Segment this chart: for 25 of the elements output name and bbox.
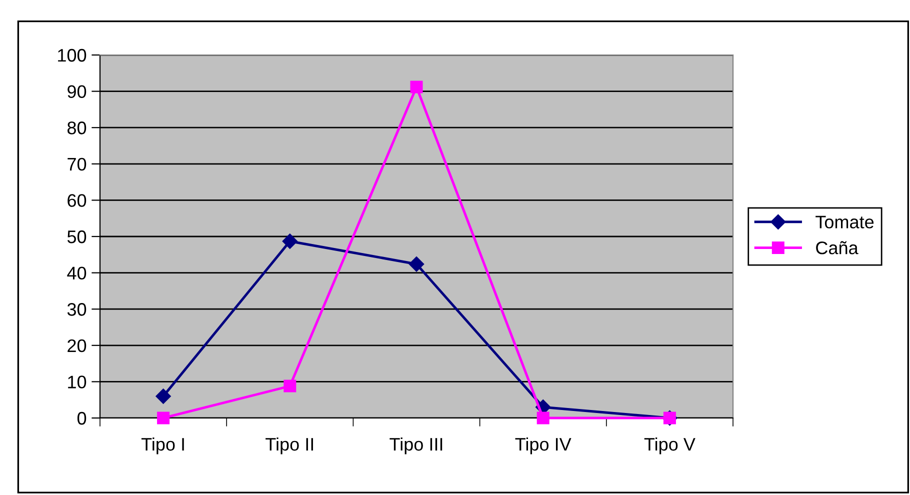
point [157,412,170,424]
x-tick-label: Tipo I [141,437,184,454]
x-tick-label: Tipo II [266,437,313,454]
y-tick-label: 0 [77,412,86,425]
point [408,256,424,272]
x-tick-label: Tipo V [644,437,696,454]
y-tick-label: 80 [68,122,86,134]
y-tick-label: 30 [67,303,86,316]
y-tick-label: 10 [68,376,86,388]
y-tick-label: 100 [58,48,86,62]
y-tick-label: 40 [67,266,86,280]
x-tick-label: Tipo IV [515,437,572,454]
point [284,380,296,392]
y-tick-label: 60 [68,194,86,207]
y-tick-label: 90 [68,85,86,98]
y-tick-label: 70 [68,158,86,171]
point [410,80,423,94]
point [156,388,171,404]
y-tick-label: 20 [68,339,86,352]
y-tick-label: 50 [67,230,86,244]
legend-label: Caña [816,241,858,254]
point [536,412,550,424]
x-tick-label: Tipo III [390,437,442,454]
point [282,234,298,249]
legend-label: Tomate [816,216,874,228]
